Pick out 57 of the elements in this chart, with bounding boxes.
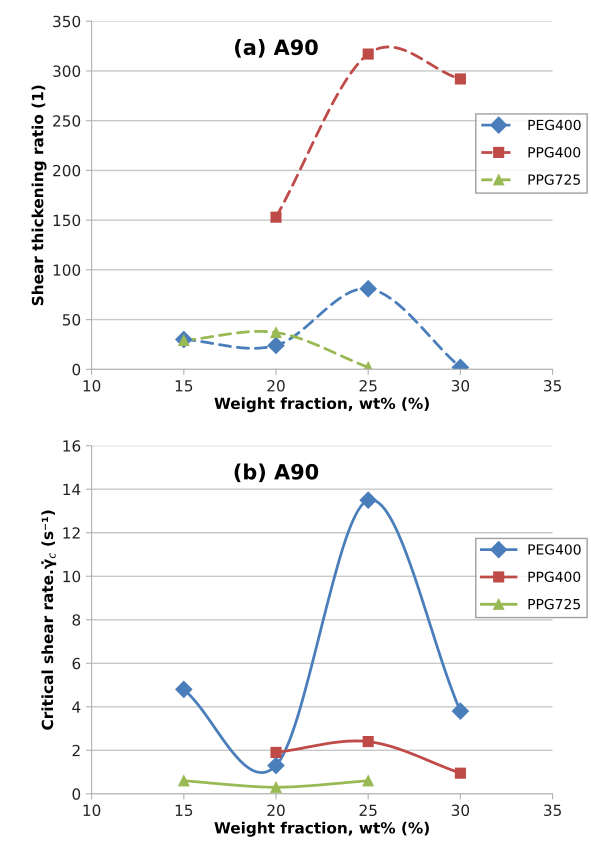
y-tick-label: 4 bbox=[72, 701, 80, 713]
x-tick-label: 30 bbox=[452, 380, 470, 392]
x-tick-label: 35 bbox=[544, 380, 561, 392]
point bbox=[270, 782, 282, 793]
point bbox=[454, 768, 466, 779]
y-tick-label: 6 bbox=[72, 658, 80, 670]
y-tick-label: 100 bbox=[54, 264, 80, 276]
point bbox=[270, 746, 282, 758]
x-tick-label: 20 bbox=[267, 804, 285, 816]
y-tick-label: 250 bbox=[53, 115, 80, 127]
point bbox=[175, 680, 192, 698]
x-tick-label: 25 bbox=[360, 804, 377, 816]
point bbox=[454, 73, 466, 84]
x-tick-label: 10 bbox=[84, 380, 100, 392]
text: (a) A90 bbox=[235, 39, 318, 58]
legend-label: PEG400 bbox=[528, 120, 581, 130]
x-tick-label: 15 bbox=[176, 380, 192, 392]
y-tick-label: 14 bbox=[63, 484, 80, 496]
y-axis-title: Critical shear rate.γ̇$_{c}$ (s⁻¹) bbox=[41, 510, 56, 730]
legend-label: PEG400 bbox=[528, 544, 581, 555]
y-tick-label: 300 bbox=[53, 65, 80, 77]
point bbox=[267, 336, 285, 354]
point bbox=[362, 775, 374, 786]
legend-label: PPG725 bbox=[528, 598, 580, 610]
y-tick-label: 150 bbox=[54, 214, 80, 226]
legend-label: PPG400 bbox=[528, 572, 580, 582]
x-tick-label: 15 bbox=[176, 804, 192, 816]
point bbox=[452, 702, 469, 720]
y-tick-label: 12 bbox=[63, 527, 80, 539]
y-tick-label: 350 bbox=[53, 16, 80, 28]
y-tick-label: 50 bbox=[62, 314, 80, 326]
x-tick-label: 20 bbox=[267, 380, 285, 392]
y-axis-title: Shear thickening ratio (1) bbox=[32, 86, 46, 306]
x-tick-label: 30 bbox=[452, 804, 470, 816]
point bbox=[362, 48, 374, 60]
y-tick-label: 0 bbox=[72, 364, 80, 376]
point bbox=[360, 280, 377, 298]
y-tick-label: 16 bbox=[63, 440, 80, 452]
legend-label: PPG725 bbox=[528, 174, 580, 185]
point bbox=[178, 775, 190, 786]
y-tick-label: 8 bbox=[72, 614, 80, 626]
point bbox=[362, 736, 374, 748]
x-tick-label: 10 bbox=[84, 804, 100, 816]
legend-label: PPG400 bbox=[528, 147, 580, 158]
x-tick-label: 35 bbox=[544, 804, 561, 816]
x-axis-title: Weight fraction, wt% (%) bbox=[214, 397, 429, 412]
y-tick-label: 0 bbox=[72, 788, 80, 800]
y-tick-label: 10 bbox=[63, 570, 80, 582]
point bbox=[270, 212, 282, 223]
point bbox=[270, 326, 282, 338]
point bbox=[360, 492, 377, 509]
x-axis-title: Weight fraction, wt% (%) bbox=[214, 822, 429, 837]
y-tick-label: 200 bbox=[53, 164, 80, 176]
text: (b) A90 bbox=[234, 463, 318, 482]
x-tick-label: 25 bbox=[360, 380, 377, 392]
y-tick-label: 2 bbox=[72, 744, 80, 756]
point bbox=[267, 756, 285, 774]
